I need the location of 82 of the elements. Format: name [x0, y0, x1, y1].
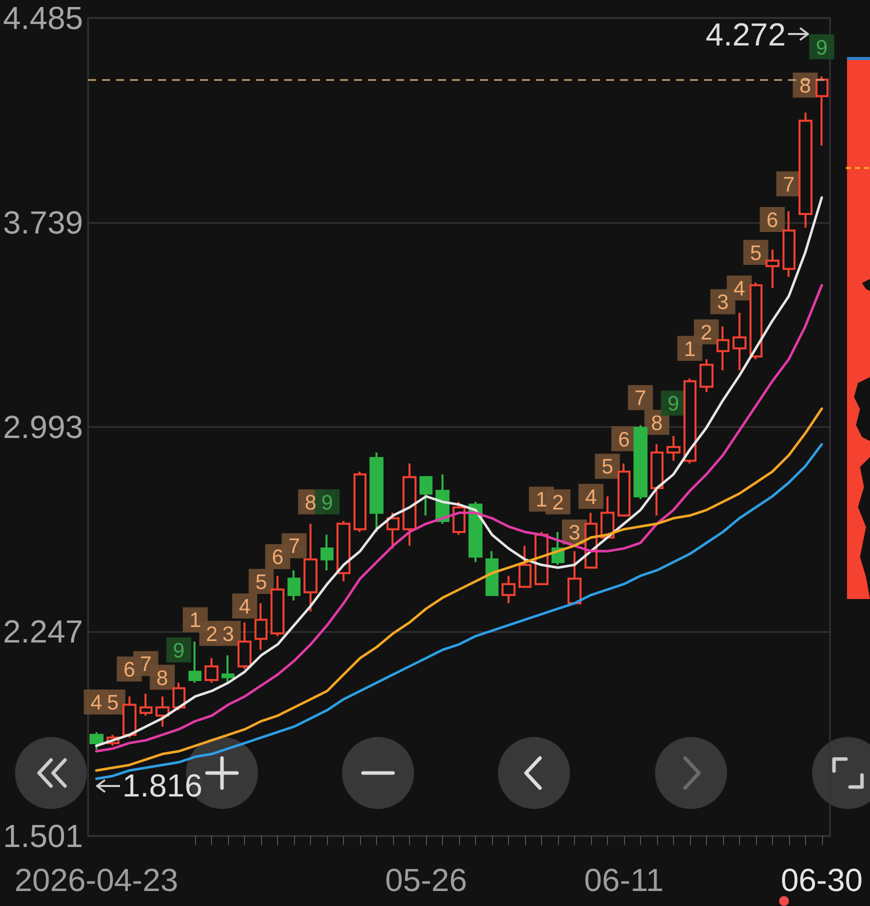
candlestick: [370, 451, 384, 533]
y-tick-label: 2.247: [3, 614, 84, 650]
annotation: 1: [536, 488, 548, 512]
annotation: 4: [733, 278, 746, 301]
candlestick: [172, 682, 186, 712]
annotation: 9: [172, 639, 185, 662]
annotation: 8: [304, 491, 316, 514]
candlestick: [518, 544, 532, 588]
candlestick: [732, 312, 746, 372]
candlestick: [188, 640, 202, 684]
candlestick: [354, 470, 366, 533]
candlestick: [140, 692, 152, 717]
candlestick: [816, 75, 828, 146]
annotation: 6: [766, 208, 778, 232]
annotation: 9: [321, 491, 333, 514]
annotation: 9: [668, 392, 680, 416]
candlestick: [420, 476, 432, 517]
candlestick: [304, 522, 318, 612]
annotation: 7: [140, 653, 152, 676]
candlestick: [766, 248, 780, 290]
annotation: 1.816: [122, 768, 202, 804]
candlestick: [156, 695, 170, 728]
annotation: 5: [750, 242, 762, 265]
candlestick: [568, 550, 582, 604]
candlestick: [90, 731, 104, 751]
annotation: 3: [716, 291, 729, 314]
annotation: 5: [255, 570, 268, 594]
annotation: 2: [206, 622, 218, 646]
annotation: 3: [222, 622, 234, 646]
candlestick: [386, 512, 400, 550]
candlestick: [238, 621, 252, 670]
y-tick-label: 2.993: [3, 409, 84, 445]
annotation: 8: [799, 74, 812, 98]
annotation: 8: [156, 666, 168, 690]
candlestick: [336, 520, 350, 582]
candlestick: [782, 210, 796, 278]
annotation: 4: [585, 486, 598, 509]
candlestick: [684, 377, 696, 464]
annotation: 2: [552, 491, 564, 514]
x-tick-label: 05-26: [385, 862, 467, 898]
candlestick: [502, 574, 516, 604]
annotation: 6: [618, 428, 630, 452]
candlestick: [402, 462, 416, 547]
annotation: 5: [602, 456, 614, 479]
candlestick: [716, 325, 730, 372]
candlestick: [254, 602, 268, 651]
annotation: 1: [684, 338, 696, 361]
y-tick-label: 1.501: [3, 818, 84, 854]
candlestick: [750, 282, 762, 360]
candlestick: [798, 112, 812, 229]
candlestick: [452, 500, 466, 536]
annotation: 4: [90, 691, 102, 714]
x-tick-label: 2026-04-23: [14, 862, 178, 898]
candlestick: [634, 424, 648, 500]
annotation: 2: [700, 321, 712, 344]
candlestick: [270, 574, 284, 638]
annotation: 4: [238, 596, 251, 619]
annotation: 3: [568, 521, 580, 544]
annotation: 9: [816, 36, 828, 60]
annotation: 7: [634, 387, 646, 410]
candlestick: [222, 654, 234, 684]
candlestick: [204, 657, 218, 684]
y-tick-label: 4.485: [3, 0, 84, 36]
annotation: 8: [651, 412, 663, 435]
candlestick: [320, 534, 334, 572]
annotation: 7: [782, 173, 795, 196]
annotation: 6: [123, 658, 136, 682]
annotation: 4.272: [706, 16, 786, 52]
candlestick: [288, 569, 300, 602]
candlestick: [486, 550, 498, 596]
x-tick-label: 06-30: [780, 862, 863, 898]
annotation: 5: [106, 691, 119, 714]
candlestick: [666, 435, 680, 462]
annotation: 7: [288, 535, 300, 558]
annotation: 1: [189, 609, 202, 632]
candlestick: [650, 443, 664, 517]
candlestick: [700, 358, 714, 394]
y-tick-label: 3.739: [3, 204, 84, 240]
candlestick: [122, 695, 136, 739]
x-tick-label: 06-11: [584, 862, 664, 898]
annotation: 6: [272, 546, 284, 570]
candlestick: [618, 462, 630, 517]
